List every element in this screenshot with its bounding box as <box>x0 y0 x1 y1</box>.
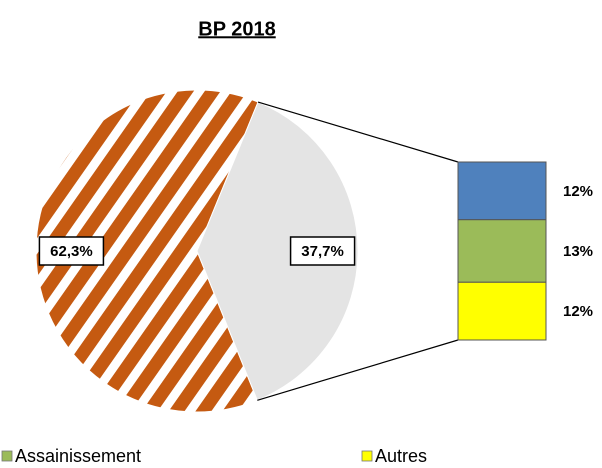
label-box <box>289 236 356 266</box>
chart-title: BP 2018 <box>198 18 275 40</box>
connector <box>257 101 459 163</box>
legend-label: Assainissement <box>15 446 141 466</box>
bar-segment <box>457 219 547 283</box>
legend-label: Autres <box>375 446 427 466</box>
legend-marker <box>1 450 13 462</box>
data-label: 13% <box>563 243 593 260</box>
bar-segment <box>457 281 547 341</box>
data-label: 12% <box>563 183 593 200</box>
legend-marker <box>361 450 373 462</box>
bar-segment <box>457 161 547 221</box>
data-label: 62,3% <box>50 243 93 260</box>
connector <box>257 339 459 401</box>
pie-slice <box>35 89 259 413</box>
data-label: 37,7% <box>301 243 344 260</box>
label-box <box>38 236 105 266</box>
pie-slice <box>196 101 359 401</box>
data-label: 12% <box>563 303 593 320</box>
